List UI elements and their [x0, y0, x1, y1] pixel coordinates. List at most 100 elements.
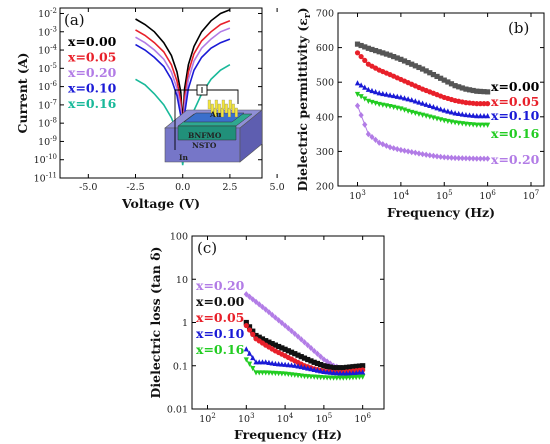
data-point	[394, 93, 400, 99]
data-point	[387, 92, 393, 98]
data-point	[438, 153, 444, 160]
plot-frame	[59, 7, 263, 179]
data-point	[474, 155, 480, 162]
y-tick-label: 10-6	[38, 80, 57, 93]
data-point	[380, 102, 386, 108]
data-point	[243, 346, 249, 352]
data-point	[358, 42, 364, 49]
data-point	[250, 366, 256, 372]
data-point	[434, 153, 440, 160]
y-tick-label: 700	[316, 9, 334, 20]
data-point	[380, 141, 386, 148]
data-point	[445, 108, 451, 114]
data-point	[463, 111, 469, 118]
data-point	[401, 58, 408, 64]
data-point	[362, 121, 368, 128]
data-point	[470, 122, 476, 128]
data-point	[308, 366, 314, 372]
data-point	[263, 306, 269, 313]
data-point	[452, 154, 458, 162]
data-point	[330, 365, 337, 371]
data-point	[481, 101, 487, 107]
data-point	[365, 131, 371, 138]
data-point	[272, 314, 278, 321]
data-point	[391, 145, 397, 152]
data-point	[485, 101, 491, 107]
data-point	[430, 71, 437, 78]
data-point	[383, 142, 390, 149]
data-point	[427, 152, 433, 159]
panel-label: (c)	[197, 239, 217, 257]
legend-entry: x=0.20	[491, 152, 540, 167]
data-point	[466, 87, 473, 93]
data-point	[470, 112, 476, 118]
data-point	[282, 361, 288, 367]
data-point	[466, 155, 473, 162]
y-tick-label: 300	[316, 147, 334, 158]
data-point	[401, 95, 408, 101]
data-point	[485, 122, 491, 128]
data-point	[448, 81, 455, 87]
x-tick-label: 5.0	[270, 182, 285, 193]
data-point	[269, 311, 275, 318]
data-point	[263, 359, 269, 365]
legend-entry: x=0.16	[196, 342, 245, 357]
data-point	[250, 328, 256, 334]
data-point	[272, 342, 278, 348]
data-point	[301, 339, 308, 346]
data-point	[276, 343, 282, 350]
data-point	[391, 92, 397, 99]
y-tick-label: 100	[170, 232, 188, 243]
data-point	[441, 77, 447, 83]
electrode-pad	[221, 99, 225, 110]
data-point	[295, 352, 301, 358]
data-point	[452, 83, 458, 89]
legend-entry: x=0.00	[68, 34, 117, 49]
x-tick-label: 105	[316, 412, 333, 425]
data-point	[314, 367, 321, 373]
data-point	[485, 155, 491, 162]
data-point	[327, 364, 333, 370]
data-point	[441, 107, 447, 113]
data-point	[412, 98, 418, 104]
data-point	[279, 361, 285, 367]
data-point	[246, 350, 253, 356]
data-point	[362, 84, 368, 90]
data-point	[337, 365, 343, 371]
data-point	[481, 122, 487, 128]
inset-label: In	[179, 153, 189, 162]
data-point	[409, 97, 415, 103]
electrode-pad	[234, 107, 238, 118]
electrode-pad	[214, 99, 218, 110]
y-tick-label: 10-8	[38, 117, 57, 130]
data-point	[350, 375, 356, 381]
y-axis-title: Dielectric loss (tan δ)	[148, 247, 163, 399]
data-point	[445, 79, 451, 85]
data-point	[456, 110, 462, 117]
x-axis-title: Frequency (Hz)	[387, 205, 495, 220]
data-point	[376, 90, 382, 96]
data-point	[318, 353, 324, 360]
series-line	[357, 93, 488, 126]
data-point	[445, 154, 451, 161]
data-point	[356, 374, 363, 380]
data-point	[334, 365, 340, 371]
data-point	[285, 325, 291, 332]
data-point	[305, 365, 311, 371]
data-point	[405, 59, 411, 66]
data-point	[376, 101, 382, 108]
data-point	[466, 112, 473, 118]
legend-entry: x=0.16	[68, 96, 117, 111]
data-point	[448, 154, 455, 161]
data-point	[314, 350, 321, 357]
plot-frame	[337, 12, 545, 187]
data-point	[266, 309, 272, 316]
data-point	[321, 363, 327, 369]
data-point	[298, 336, 304, 343]
data-point	[412, 149, 418, 156]
data-point	[354, 102, 361, 109]
data-point	[448, 109, 455, 115]
x-tick-label: -5.0	[79, 182, 97, 193]
y-tick-label: 10-2	[38, 7, 57, 20]
data-point	[243, 357, 249, 363]
